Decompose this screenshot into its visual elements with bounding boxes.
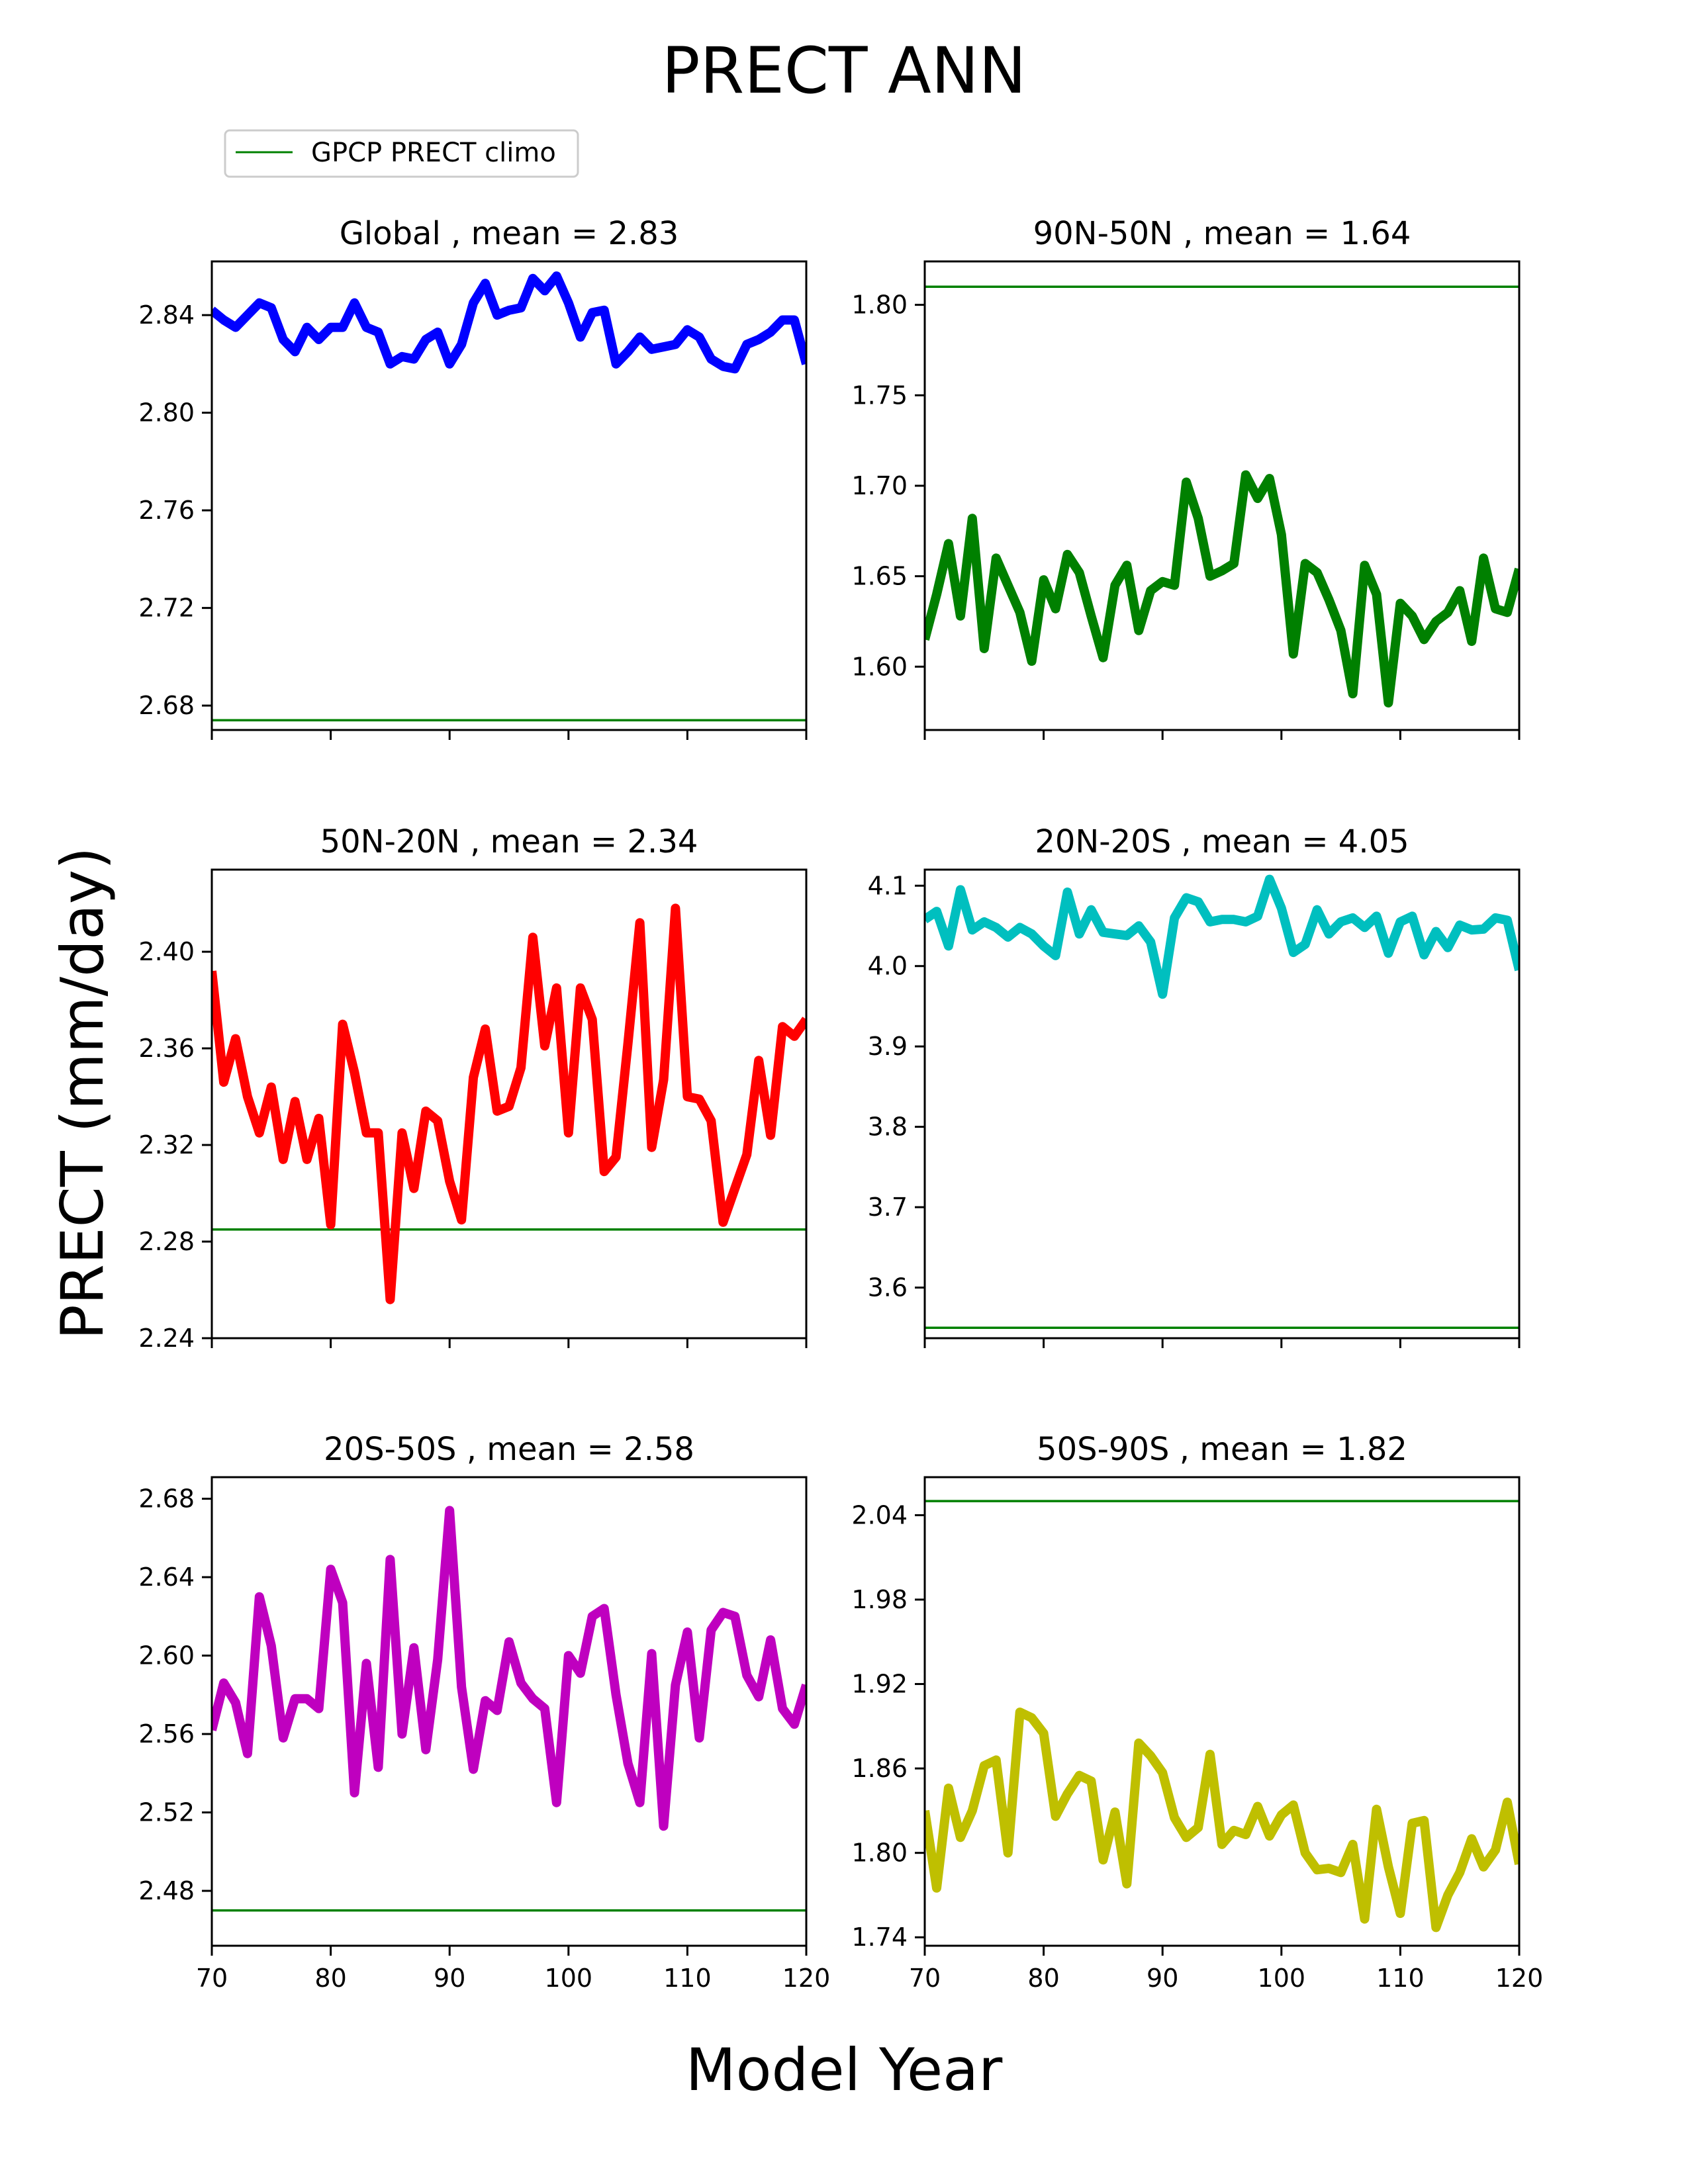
data-series-line: [925, 874, 1519, 999]
y-tick-label: 2.72: [138, 594, 195, 623]
x-tick-label: 100: [1258, 1964, 1306, 1993]
y-tick-label: 1.75: [851, 381, 908, 410]
y-tick-label: 2.68: [138, 1484, 195, 1514]
axes-frame: [211, 260, 808, 731]
data-series-line: [212, 271, 806, 374]
y-tick-label: 1.70: [851, 471, 908, 500]
legend-label: GPCP PRECT climo: [311, 138, 556, 168]
y-tick-label: 2.84: [138, 300, 195, 330]
panel-3: 50N-20N , mean = 2.34 2.24 2.28 2.32 2.36 2.4…: [138, 823, 808, 1353]
figure-ylabel: PRECT (mm/day): [48, 847, 117, 1340]
y-tick-label: 1.80: [851, 291, 908, 320]
y-tick-label: 3.8: [868, 1113, 908, 1142]
panel-4: 20N-20S , mean = 4.05 3.6 3.7 3.8 3.9 4.0 4.1: [868, 823, 1521, 1348]
y-tick-label: 2.60: [138, 1641, 195, 1670]
x-tick-label: 80: [1027, 1964, 1059, 1993]
y-tick-label: 2.76: [138, 496, 195, 525]
y-tick-label: 4.1: [868, 871, 908, 900]
axes-frame: [923, 260, 1521, 731]
panel-5: 20S-50S , mean = 2.58 2.48 2.52 2.56 2.60 2.6…: [138, 1431, 830, 1993]
panel-title: 90N-50N , mean = 1.64: [1033, 215, 1411, 252]
data-series-line: [925, 1707, 1519, 1933]
data-series-line: [925, 470, 1519, 707]
y-tick-label: 1.80: [851, 1839, 908, 1868]
y-tick-label: 3.9: [868, 1032, 908, 1061]
y-tick-label: 2.48: [138, 1876, 195, 1905]
legend: GPCP PRECT climo: [224, 129, 579, 178]
axes-frame: [923, 1476, 1521, 1947]
x-tick-label: 100: [545, 1964, 593, 1993]
y-tick-label: 2.64: [138, 1563, 195, 1592]
x-tick-label: 120: [1495, 1964, 1544, 1993]
panel-title: 50N-20N , mean = 2.34: [320, 823, 698, 860]
panel-title: Global , mean = 2.83: [340, 215, 679, 252]
data-series-line: [212, 903, 806, 1304]
panel-title: 20S-50S , mean = 2.58: [324, 1431, 694, 1468]
y-tick-label: 2.24: [138, 1324, 195, 1353]
figure-suptitle: PRECT ANN: [662, 34, 1027, 108]
y-tick-label: 1.65: [851, 562, 908, 591]
x-tick-label: 110: [1376, 1964, 1425, 1993]
figure-xlabel: Model Year: [686, 2036, 1003, 2104]
data-series-line: [212, 1506, 806, 1831]
panel-title: 50S-90S , mean = 1.82: [1037, 1431, 1407, 1468]
y-tick-label: 2.36: [138, 1034, 195, 1063]
y-tick-label: 1.92: [851, 1670, 908, 1699]
panel-title: 20N-20S , mean = 4.05: [1035, 823, 1409, 860]
panel-1: Global , mean = 2.83 2.68 2.72 2.76 2.80 2.84: [138, 215, 808, 740]
y-tick-label: 2.52: [138, 1798, 195, 1827]
y-tick-label: 2.28: [138, 1227, 195, 1256]
x-tick-label: 90: [1147, 1964, 1178, 1993]
panel-2: 90N-50N , mean = 1.64 1.60 1.65 1.70 1.75 1.8…: [851, 215, 1521, 740]
x-tick-label: 110: [663, 1964, 712, 1993]
legend-frame: [224, 129, 579, 178]
x-tick-label: 70: [196, 1964, 228, 1993]
x-tick-label: 70: [909, 1964, 941, 1993]
x-tick-label: 120: [782, 1964, 831, 1993]
y-tick-label: 1.60: [851, 652, 908, 681]
y-tick-label: 1.74: [851, 1923, 908, 1952]
x-tick-label: 90: [434, 1964, 465, 1993]
x-tick-label: 80: [314, 1964, 346, 1993]
axes-frame: [211, 868, 808, 1340]
axes-frame: [211, 1476, 808, 1947]
y-tick-label: 2.04: [851, 1500, 908, 1529]
y-tick-label: 4.0: [868, 952, 908, 981]
y-tick-label: 3.7: [868, 1193, 908, 1222]
y-tick-label: 3.6: [868, 1273, 908, 1302]
panel-6: 50S-90S , mean = 1.82 1.74 1.80 1.86 1.92 1.9…: [851, 1431, 1543, 1993]
y-tick-label: 2.40: [138, 937, 195, 966]
axes-frame: [923, 868, 1521, 1340]
y-tick-label: 1.98: [851, 1585, 908, 1614]
y-tick-label: 2.32: [138, 1130, 195, 1160]
y-tick-label: 2.68: [138, 691, 195, 720]
panels-group: Global , mean = 2.83 2.68 2.72 2.76 2.80 2.84…: [138, 215, 1543, 1993]
y-tick-label: 1.86: [851, 1754, 908, 1783]
y-tick-label: 2.56: [138, 1719, 195, 1749]
y-tick-label: 2.80: [138, 398, 195, 428]
